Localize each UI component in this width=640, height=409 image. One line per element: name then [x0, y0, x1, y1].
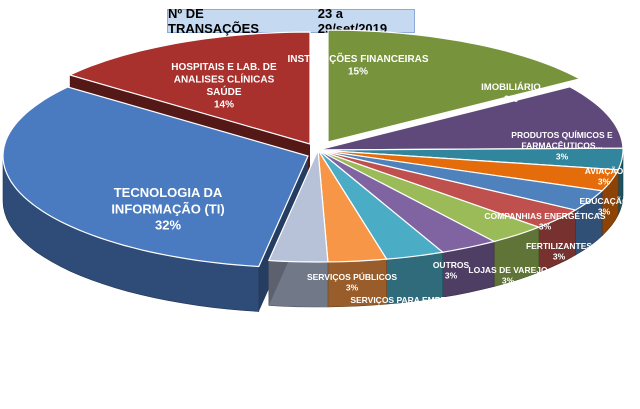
- pie-slice-2: [317, 147, 624, 171]
- slice-label-11: TECNOLOGIA DA INFORMAÇÃO (TI) 32%: [111, 185, 224, 233]
- pie-slice-9: [317, 149, 388, 263]
- pie-slice-10: [267, 147, 329, 263]
- slice-label-8: OUTROS 3%: [433, 260, 470, 281]
- pie-slice-7: [317, 149, 496, 253]
- slice-label-2: PRODUTOS QUÍMICOS E FARMACÊUTICOS... 3%: [511, 130, 613, 161]
- chart-title-box: Nº DE TRANSAÇÕES 23 a 29/set/2019: [167, 6, 415, 36]
- slice-label-1: IMOBILIÁRIO 9%: [481, 82, 541, 105]
- pie-slice-11: [2, 86, 309, 268]
- pie-tops: [2, 29, 624, 268]
- slice-label-5: COMPANHIAS ENERGÉTICAS 3%: [484, 211, 606, 232]
- pie-slice-1: [317, 86, 624, 151]
- slice-label-3: AVIAÇÃO 3%: [585, 166, 624, 187]
- slice-label-4: EDUCAÇÃO 3%: [579, 196, 629, 217]
- pie-slice-8: [317, 149, 445, 260]
- chart-title: Nº DE TRANSAÇÕES: [168, 6, 260, 36]
- pie-slice-4: [317, 149, 604, 211]
- slice-label-10: SERVIÇOS PÚBLICOS 3%: [307, 271, 397, 293]
- pie-slice-0: [327, 29, 582, 143]
- slice-label-9: SERVIÇOS PARA EMPRESAS 3%: [350, 295, 470, 316]
- pie-slice-6: [317, 149, 541, 243]
- pie-slice-12: [68, 31, 311, 145]
- pie-slice-5: [317, 149, 577, 228]
- slice-label-7: LOJAS DE VAREJO 3%: [468, 265, 548, 286]
- slice-label-12: HOSPITAIS E LAB. DE ANALISES CLÍNICAS SAÚD…: [171, 62, 277, 111]
- slice-label-0: INSTITUIÇÕES FINANCEIRAS 15%: [287, 52, 428, 78]
- slice-label-6: FERTILIZANTES 3%: [526, 241, 592, 262]
- pie-labels: INSTITUIÇÕES FINANCEIRAS 15% IMOBILIÁRIO 9%…: [111, 52, 629, 316]
